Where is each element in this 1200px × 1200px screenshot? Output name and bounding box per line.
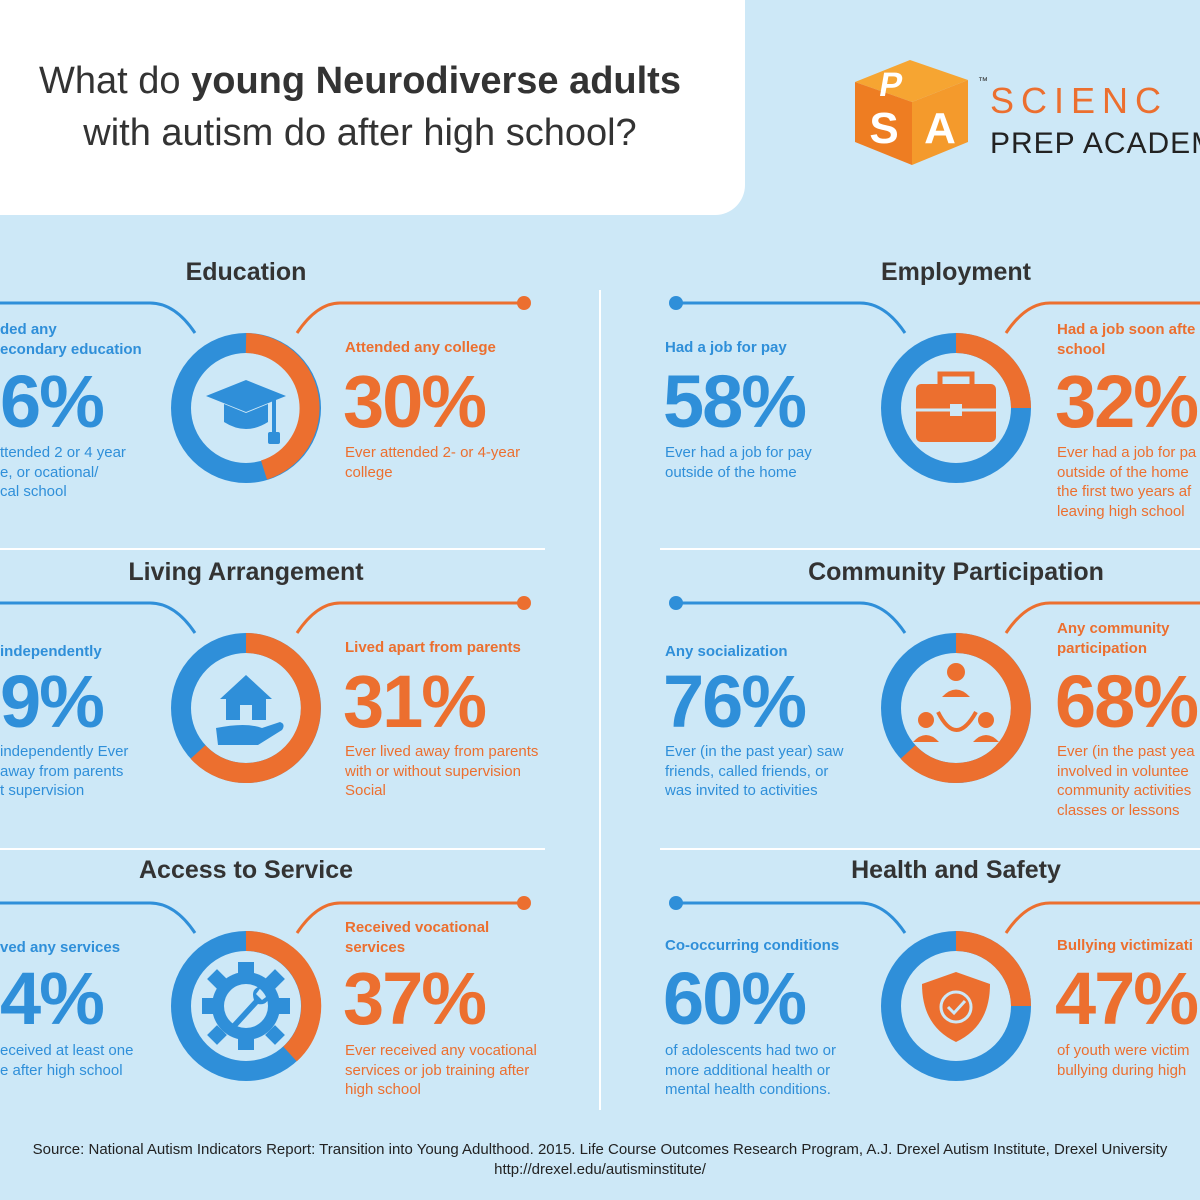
connector-health-right [1004, 901, 1200, 934]
section-title-community: Community Participation [808, 558, 1104, 586]
health-right-desc: of youth were victim bullying during high [1057, 1042, 1190, 1079]
ring-living-arc [190, 633, 321, 783]
community-left-desc: Ever (in the past year) saw friends, call… [665, 743, 844, 799]
logo-wordmark-line1: SCIENC [990, 80, 1169, 121]
health-right-label: Bullying victimizati [1057, 937, 1193, 954]
health-left-value: 60% [663, 957, 807, 1040]
center-divider [599, 290, 601, 1110]
logo-wordmark-line2: PREP ACADEM [990, 127, 1200, 160]
graduation-cap-icon [206, 380, 286, 444]
education-left-value: 6% [0, 360, 105, 443]
row-divider-right-2 [660, 848, 1200, 850]
briefcase-icon [916, 371, 996, 442]
row-divider-left-1 [0, 548, 545, 550]
living-right-desc: Ever lived away from parents with or with… [345, 743, 539, 799]
dot-living-right [517, 596, 531, 610]
education-right-label: Attended any college [345, 339, 496, 356]
dot-health-left [669, 896, 683, 910]
access-left-desc: eceived at least one e after high school [0, 1042, 134, 1079]
shield-check-icon [922, 972, 990, 1042]
connector-employment-left [676, 301, 907, 334]
source-footer: Source: National Autism Indicators Repor… [0, 1140, 1200, 1180]
page-title: What do young Neurodiverse adults with a… [39, 60, 681, 154]
access-left-label: ved any services [0, 939, 121, 956]
connector-community-right [1004, 601, 1200, 634]
education-left-label: ded any econdary education [0, 321, 142, 358]
community-left-label: Any socialization [665, 643, 788, 660]
connector-education-right [295, 301, 520, 334]
community-right-label: Any community participation [1057, 620, 1170, 657]
employment-left-label: Had a job for pay [665, 339, 787, 356]
ring-employment-arc [955, 333, 1031, 409]
connector-education-left [0, 301, 197, 334]
source-citation: Source: National Autism Indicators Repor… [32, 1141, 1168, 1158]
connector-employment-right [1004, 301, 1200, 334]
dot-community-left [669, 596, 683, 610]
section-title-living: Living Arrangement [128, 558, 364, 586]
health-left-desc: of adolescents had two or more additional… [665, 1042, 836, 1098]
employment-right-label: Had a job soon afte school [1057, 321, 1196, 358]
living-left-label: independently [0, 643, 102, 660]
employment-right-desc: Ever had a job for pa outside of the home… [1057, 444, 1197, 520]
section-title-education: Education [185, 258, 307, 286]
living-right-label: Lived apart from parents [345, 639, 521, 656]
community-right-value: 68% [1055, 660, 1199, 743]
row-divider-left-2 [0, 848, 545, 850]
access-right-label: Received vocational services [345, 919, 490, 956]
ring-access-arc [245, 930, 322, 1062]
source-link[interactable]: http://drexel.edu/autisminstitute/ [494, 1161, 706, 1178]
row-divider-right-1 [660, 548, 1200, 550]
ring-health-arc [955, 931, 1031, 1007]
living-left-value: 9% [0, 660, 105, 743]
health-left-label: Co-occurring conditions [665, 937, 840, 954]
education-right-value: 30% [343, 360, 487, 443]
employment-left-desc: Ever had a job for pay outside of the hom… [665, 444, 812, 481]
connector-community-left [676, 601, 907, 634]
education-right-desc: Ever attended 2- or 4-year college [345, 444, 521, 481]
access-right-desc: Ever received any vocational services or … [345, 1042, 537, 1098]
dot-education-right [517, 296, 531, 310]
title-panel [0, 0, 745, 215]
section-title-health: Health and Safety [851, 856, 1061, 884]
employment-right-value: 32% [1055, 360, 1199, 443]
house-in-hand-icon [216, 675, 284, 745]
access-right-value: 37% [343, 957, 487, 1040]
community-left-value: 76% [663, 660, 807, 743]
access-left-value: 4% [0, 957, 105, 1040]
ring-community-arc [900, 633, 1031, 783]
dot-employment-left [669, 296, 683, 310]
connector-access-left [0, 901, 197, 934]
employment-left-value: 58% [663, 360, 807, 443]
section-title-access: Access to Service [138, 856, 354, 884]
living-right-value: 31% [343, 660, 487, 743]
connector-access-right [295, 901, 520, 934]
connector-living-right [295, 601, 520, 634]
health-right-value: 47% [1055, 957, 1199, 1040]
community-right-desc: Ever (in the past yea involved in volunte… [1057, 743, 1195, 819]
connector-health-left [676, 901, 907, 934]
gear-wrench-icon [202, 962, 290, 1050]
section-title-employment: Employment [880, 258, 1032, 286]
dot-access-right [517, 896, 531, 910]
community-circle-icon [913, 663, 999, 742]
ring-education-arc [245, 333, 320, 480]
connector-living-left [0, 601, 197, 634]
living-left-desc: independently Ever away from parents t sup… [0, 743, 129, 799]
education-left-desc: ttended 2 or 4 year e, or ocational/cal s… [0, 444, 126, 500]
